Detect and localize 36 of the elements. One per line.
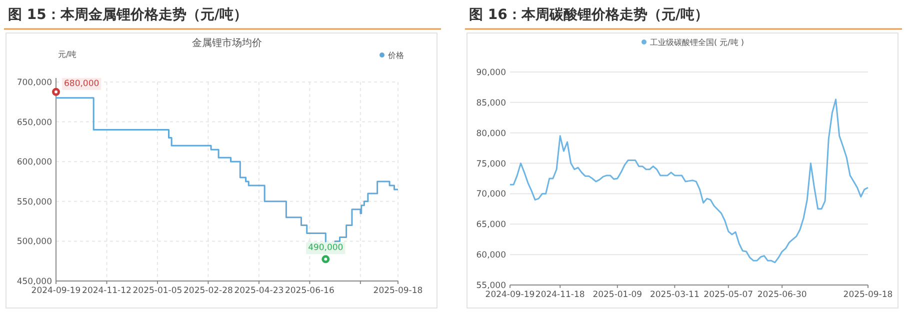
y-tick-label: 700,000 bbox=[16, 78, 52, 88]
legend-label: 价格 bbox=[387, 51, 404, 60]
annotation: 680,000 bbox=[64, 78, 100, 89]
x-tick-label: 2025-01-09 bbox=[592, 290, 642, 300]
y-tick-label: 85,000 bbox=[476, 98, 506, 108]
x-tick-label: 2025-09-18 bbox=[373, 286, 423, 296]
x-tick-label: 2025-06-16 bbox=[284, 286, 334, 296]
y-tick-label: 600,000 bbox=[16, 158, 52, 168]
x-tick-label: 2025-05-07 bbox=[704, 290, 754, 300]
x-tick-label: 2024-09-19 bbox=[485, 290, 535, 300]
x-tick-label: 2024-09-19 bbox=[31, 286, 81, 296]
y-tick-label: 60,000 bbox=[476, 250, 506, 261]
y-tick-label: 90,000 bbox=[476, 68, 506, 78]
x-tick-label: 2025-09-18 bbox=[843, 290, 893, 300]
line-series bbox=[509, 98, 869, 264]
chart-title: 图 15：本周金属锂价格走势（元/吨） bbox=[8, 7, 248, 23]
y-tick-label: 450,000 bbox=[16, 277, 52, 287]
y-tick-label: 70,000 bbox=[476, 190, 506, 200]
x-tick-label: 2025-04-23 bbox=[234, 286, 284, 296]
chart-title: 图 16：本周碳酸锂价格走势（元/吨） bbox=[469, 7, 708, 23]
y-tick-label: 550,000 bbox=[16, 197, 52, 208]
y-tick-label: 80,000 bbox=[476, 128, 506, 139]
x-tick-label: 2025-02-28 bbox=[184, 286, 233, 296]
x-tick-label: 2024-11-18 bbox=[535, 290, 585, 300]
chart-subtitle: 金属锂市场均价 bbox=[192, 37, 262, 49]
x-tick-label: 2024-11-12 bbox=[82, 286, 132, 296]
y-tick-label: 75,000 bbox=[476, 159, 506, 170]
y-tick-label: 55,000 bbox=[476, 281, 506, 291]
x-tick-label: 2025-03-11 bbox=[650, 290, 700, 300]
y-tick-label: 500,000 bbox=[16, 237, 52, 248]
x-tick-label: 2025-06-30 bbox=[757, 290, 807, 300]
y-tick-label: 650,000 bbox=[16, 118, 52, 128]
legend-label: 工业级碳酸锂全国( 元/吨 ) bbox=[650, 38, 744, 47]
y-axis-title: 元/吨 bbox=[58, 50, 77, 59]
y-tick-label: 65,000 bbox=[476, 220, 506, 230]
x-tick-label: 2025-01-05 bbox=[132, 286, 182, 296]
